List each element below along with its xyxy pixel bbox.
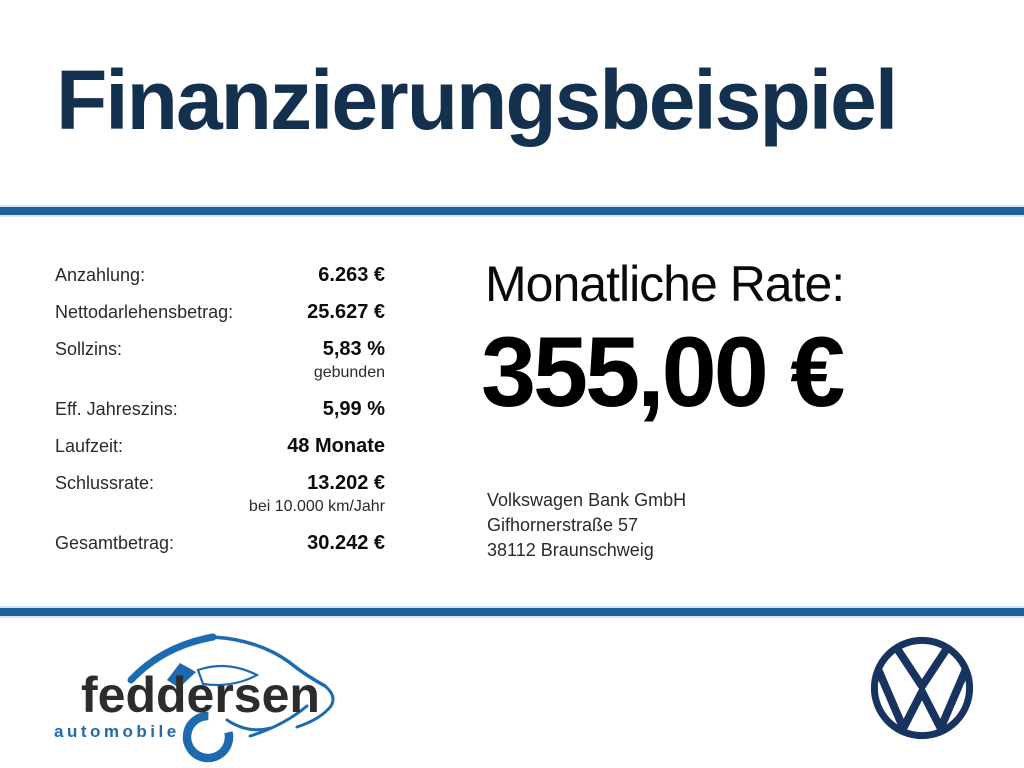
finance-label: Gesamtbetrag: [55,533,175,553]
dealer-tagline: automobile [54,722,180,741]
finance-label: Eff. Jahreszins: [55,399,178,419]
finance-row-sollzins: Sollzins: 5,83 % gebunden [55,338,385,383]
feddersen-automobile-logo: feddersen automobile [54,633,335,763]
dealer-name: feddersen [81,667,320,723]
finance-row-nettodarlehensbetrag: Nettodarlehensbetrag: 25.627 € [55,301,385,323]
monthly-rate-label: Monatliche Rate: [485,256,845,312]
finance-label: Sollzins: [55,339,123,359]
bank-street: Gifhornerstraße 57 [487,515,639,535]
finance-value: 13.202 € [307,472,385,494]
finance-row-laufzeit: Laufzeit: 48 Monate [55,435,385,457]
finance-row-schlussrate: Schlussrate: 13.202 € bei 10.000 km/Jahr [55,472,385,517]
bank-name: Volkswagen Bank GmbH [487,490,687,510]
finance-row-gesamtbetrag: Gesamtbetrag: 30.242 € [55,532,385,554]
finance-value: 25.627 € [307,301,385,323]
car-outline-icon [127,633,335,763]
finance-label: Nettodarlehensbetrag: [55,302,234,322]
finance-value: 48 Monate [287,435,385,457]
finance-row-anzahlung: Anzahlung: 6.263 € [55,264,385,286]
bank-address: Volkswagen Bank GmbH Gifhornerstraße 57 … [487,488,686,563]
top-divider [0,207,1024,215]
finance-label: Schlussrate: [55,473,155,493]
page-title: Finanzierungsbeispiel [56,53,898,147]
finance-value: 5,83 % [322,338,385,360]
bottom-divider [0,608,1024,616]
bank-city: 38112 Braunschweig [487,540,654,560]
monthly-rate-value: 355,00 € [481,316,845,427]
finance-value: 5,99 % [322,398,385,420]
finance-row-jahreszins: Eff. Jahreszins: 5,99 % [55,398,385,420]
finance-value: 30.242 € [307,532,385,554]
finance-note: gebunden [313,364,385,381]
finance-note: bei 10.000 km/Jahr [248,498,385,515]
finance-value: 6.263 € [318,264,385,286]
finance-label: Anzahlung: [55,265,146,285]
finance-label: Laufzeit: [55,436,124,456]
volkswagen-logo-icon [870,636,974,740]
finance-table: Anzahlung: 6.263 € Nettodarlehensbetrag:… [55,264,385,569]
